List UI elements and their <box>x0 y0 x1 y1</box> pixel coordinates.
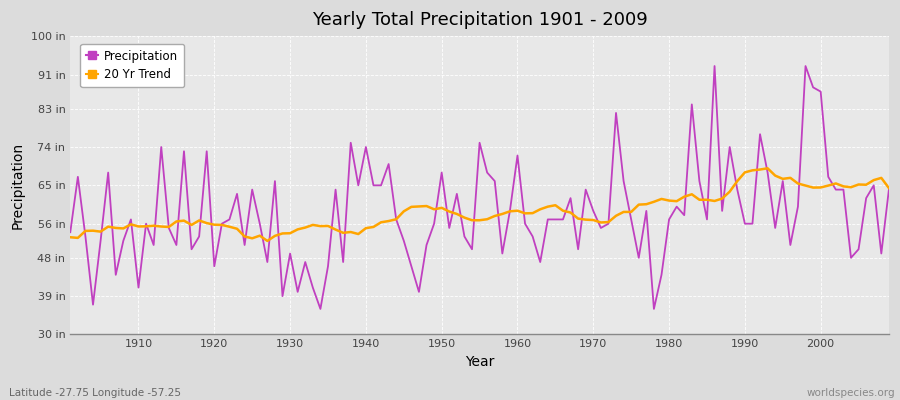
Text: Latitude -27.75 Longitude -57.25: Latitude -27.75 Longitude -57.25 <box>9 388 181 398</box>
Legend: Precipitation, 20 Yr Trend: Precipitation, 20 Yr Trend <box>80 44 184 87</box>
Title: Yearly Total Precipitation 1901 - 2009: Yearly Total Precipitation 1901 - 2009 <box>311 11 647 29</box>
Text: worldspecies.org: worldspecies.org <box>807 388 896 398</box>
Y-axis label: Precipitation: Precipitation <box>11 142 25 229</box>
X-axis label: Year: Year <box>465 355 494 369</box>
